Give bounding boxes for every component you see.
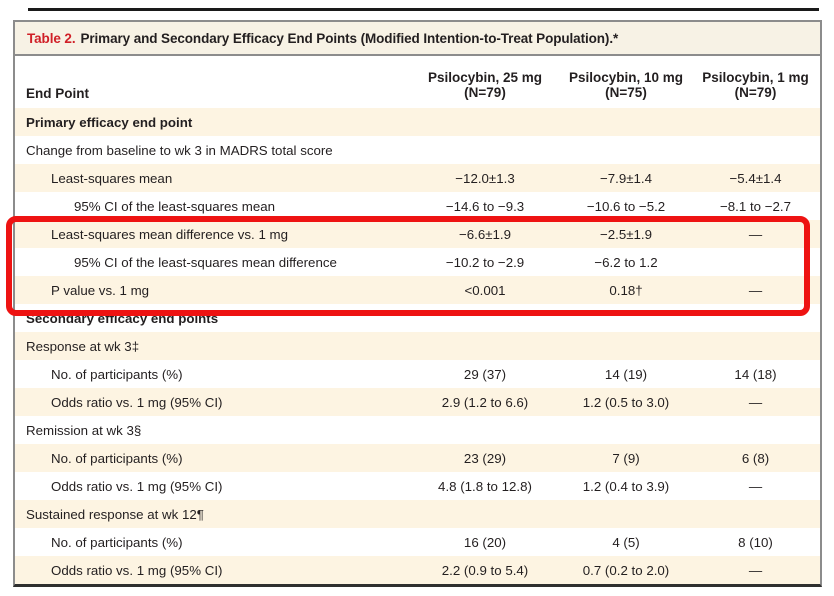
value-10mg: 1.2 (0.5 to 3.0) bbox=[582, 394, 670, 410]
value-1mg: −5.4±1.4 bbox=[729, 170, 782, 186]
table-row: 95% CI of the least-squares mean differe… bbox=[15, 248, 820, 276]
top-rule-divider bbox=[28, 8, 819, 11]
value-1mg: 6 (8) bbox=[741, 450, 770, 466]
column-header-1mg-n: (N=79) bbox=[734, 85, 777, 101]
value-1mg: — bbox=[748, 226, 763, 242]
value-25mg: 23 (29) bbox=[463, 450, 507, 466]
endpoint-label: No. of participants (%) bbox=[51, 534, 183, 550]
table-number-label: Table 2. bbox=[27, 30, 76, 46]
table-row: Odds ratio vs. 1 mg (95% CI) 2.2 (0.9 to… bbox=[15, 556, 820, 584]
value-10mg: −6.2 to 1.2 bbox=[594, 254, 658, 270]
table-row: 95% CI of the least-squares mean −14.6 t… bbox=[15, 192, 820, 220]
value-1mg: 8 (10) bbox=[738, 534, 773, 550]
value-25mg: −14.6 to −9.3 bbox=[445, 198, 525, 214]
value-1mg: — bbox=[748, 394, 763, 410]
column-header-25mg-name: Psilocybin, 25 mg bbox=[427, 69, 543, 85]
endpoint-label: 95% CI of the least-squares mean differe… bbox=[74, 254, 337, 270]
endpoint-label: Odds ratio vs. 1 mg (95% CI) bbox=[51, 394, 223, 410]
endpoint-label: Least-squares mean difference vs. 1 mg bbox=[51, 226, 289, 242]
value-10mg: −7.9±1.4 bbox=[599, 170, 653, 186]
column-header-10mg: Psilocybin, 10 mg (N=75) bbox=[561, 70, 691, 101]
endpoint-label: Least-squares mean bbox=[51, 170, 173, 186]
endpoint-label: No. of participants (%) bbox=[51, 366, 183, 382]
table-row: Least-squares mean −12.0±1.3 −7.9±1.4 −5… bbox=[15, 164, 820, 192]
value-25mg: 29 (37) bbox=[463, 366, 507, 382]
endpoint-label: Secondary efficacy end points bbox=[26, 310, 219, 326]
endpoint-label: Sustained response at wk 12¶ bbox=[26, 506, 204, 522]
table-row: Secondary efficacy end points bbox=[15, 304, 820, 332]
value-1mg: 14 (18) bbox=[734, 366, 777, 382]
value-1mg: — bbox=[748, 478, 763, 494]
endpoint-label: Odds ratio vs. 1 mg (95% CI) bbox=[51, 562, 223, 578]
value-25mg: 4.8 (1.8 to 12.8) bbox=[438, 478, 532, 494]
column-header-1mg-name: Psilocybin, 1 mg bbox=[702, 69, 809, 85]
column-header-row: End Point Psilocybin, 25 mg (N=79) Psilo… bbox=[15, 56, 820, 108]
table-row: Least-squares mean difference vs. 1 mg −… bbox=[15, 220, 820, 248]
value-25mg: −10.2 to −2.9 bbox=[445, 254, 525, 270]
endpoint-label: Remission at wk 3§ bbox=[26, 422, 142, 438]
endpoint-label: 95% CI of the least-squares mean bbox=[74, 198, 276, 214]
table-row: No. of participants (%) 29 (37) 14 (19) … bbox=[15, 360, 820, 388]
value-25mg: 16 (20) bbox=[463, 534, 507, 550]
table-row: No. of participants (%) 16 (20) 4 (5) 8 … bbox=[15, 528, 820, 556]
table-row: Change from baseline to wk 3 in MADRS to… bbox=[15, 136, 820, 164]
endpoint-label: Change from baseline to wk 3 in MADRS to… bbox=[26, 142, 333, 158]
value-10mg: 0.18† bbox=[609, 282, 643, 298]
table-body: Primary efficacy end point Change from b… bbox=[15, 108, 820, 584]
column-header-10mg-name: Psilocybin, 10 mg bbox=[568, 69, 684, 85]
value-10mg: 4 (5) bbox=[612, 534, 640, 550]
value-25mg: −12.0±1.3 bbox=[455, 170, 515, 186]
table-row: No. of participants (%) 23 (29) 7 (9) 6 … bbox=[15, 444, 820, 472]
table-2: Table 2. Primary and Secondary Efficacy … bbox=[13, 20, 822, 587]
column-header-25mg-n: (N=79) bbox=[464, 85, 506, 101]
value-10mg: −10.6 to −5.2 bbox=[586, 198, 666, 214]
column-header-25mg: Psilocybin, 25 mg (N=79) bbox=[409, 70, 561, 101]
value-1mg: — bbox=[748, 282, 763, 298]
value-1mg: −8.1 to −2.7 bbox=[720, 198, 791, 214]
table-row: Odds ratio vs. 1 mg (95% CI) 2.9 (1.2 to… bbox=[15, 388, 820, 416]
endpoint-label: No. of participants (%) bbox=[51, 450, 183, 466]
table-row: Odds ratio vs. 1 mg (95% CI) 4.8 (1.8 to… bbox=[15, 472, 820, 500]
value-10mg: −2.5±1.9 bbox=[599, 226, 653, 242]
value-10mg: 14 (19) bbox=[604, 366, 648, 382]
table-row: Response at wk 3‡ bbox=[15, 332, 820, 360]
endpoint-column-header: End Point bbox=[26, 86, 89, 101]
table-title-bar: Table 2. Primary and Secondary Efficacy … bbox=[15, 22, 820, 56]
value-10mg: 0.7 (0.2 to 2.0) bbox=[582, 562, 670, 578]
value-10mg: 1.2 (0.4 to 3.9) bbox=[582, 478, 670, 494]
value-25mg: −6.6±1.9 bbox=[458, 226, 512, 242]
value-25mg: <0.001 bbox=[464, 282, 506, 298]
value-25mg: 2.9 (1.2 to 6.6) bbox=[441, 394, 529, 410]
endpoint-label: Response at wk 3‡ bbox=[26, 338, 140, 354]
column-header-1mg: Psilocybin, 1 mg (N=79) bbox=[691, 70, 820, 101]
value-25mg: 2.2 (0.9 to 5.4) bbox=[441, 562, 529, 578]
table-title: Primary and Secondary Efficacy End Point… bbox=[80, 30, 619, 46]
table-row: P value vs. 1 mg <0.001 0.18† — bbox=[15, 276, 820, 304]
value-10mg: 7 (9) bbox=[612, 450, 640, 466]
endpoint-label: Primary efficacy end point bbox=[26, 114, 193, 130]
value-1mg: — bbox=[748, 562, 763, 578]
column-header-10mg-n: (N=75) bbox=[605, 85, 647, 101]
endpoint-label: Odds ratio vs. 1 mg (95% CI) bbox=[51, 478, 223, 494]
endpoint-label: P value vs. 1 mg bbox=[51, 282, 150, 298]
table-row: Sustained response at wk 12¶ bbox=[15, 500, 820, 528]
table-row: Remission at wk 3§ bbox=[15, 416, 820, 444]
table-row: Primary efficacy end point bbox=[15, 108, 820, 136]
